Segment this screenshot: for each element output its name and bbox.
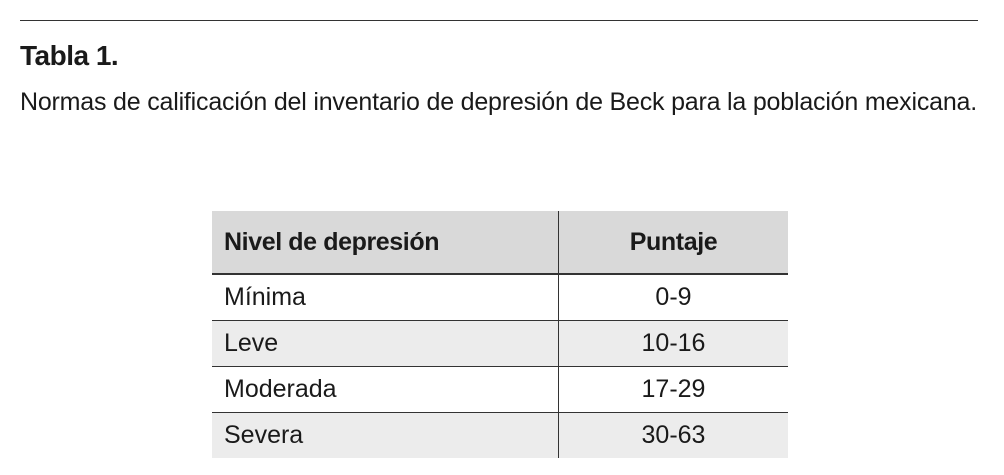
table-caption-text: Normas de calificación del inventario de… — [20, 88, 977, 116]
header-level: Nivel de depresión — [212, 211, 559, 275]
top-rule — [20, 20, 978, 21]
row-score-cell: 30-63 — [558, 412, 788, 458]
header-score: Puntaje — [558, 211, 788, 275]
row-score-cell: 17-29 — [558, 366, 788, 413]
row-level-cell: Mínima — [212, 274, 559, 321]
table-row: Moderada 17-29 — [212, 366, 788, 413]
table-row: Severa 30-63 — [212, 412, 788, 458]
row-level-cell: Moderada — [212, 366, 559, 413]
table-caption-title: Tabla 1. — [20, 40, 119, 71]
table-row: Leve 10-16 — [212, 320, 788, 367]
row-level-cell: Leve — [212, 320, 559, 367]
depression-score-table: Nivel de depresión Puntaje Mínima 0-9 Le… — [212, 211, 788, 458]
row-score-cell: 0-9 — [558, 274, 788, 321]
table-row: Mínima 0-9 — [212, 274, 788, 321]
row-level-cell: Severa — [212, 412, 559, 458]
row-score-cell: 10-16 — [558, 320, 788, 367]
table-header-row: Nivel de depresión Puntaje — [212, 211, 788, 275]
